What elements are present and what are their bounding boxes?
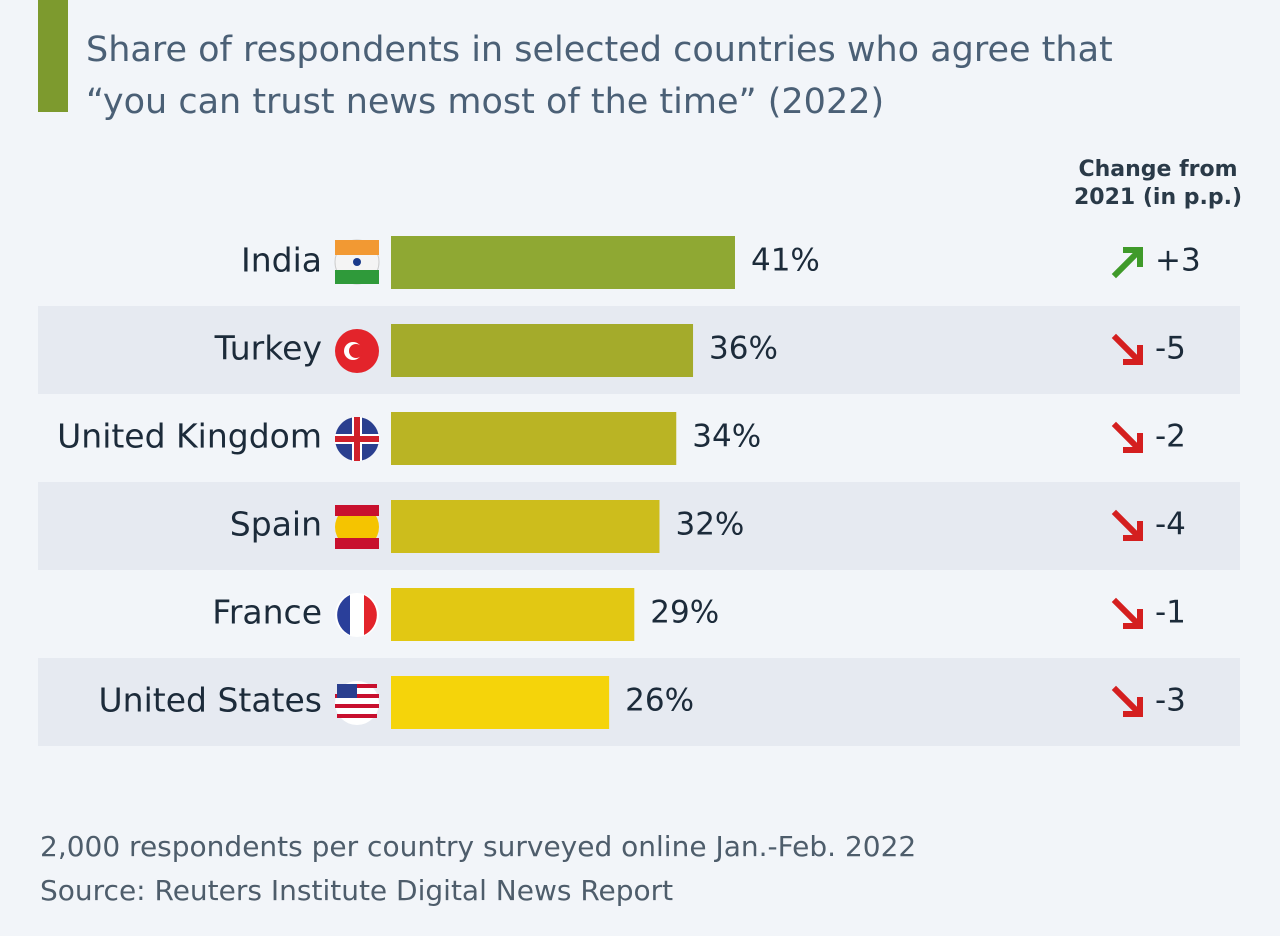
change-arrow — [1111, 333, 1143, 365]
category-label: United Kingdom — [57, 417, 322, 456]
value-label: 29% — [650, 595, 719, 631]
value-label: 34% — [692, 419, 761, 455]
change-header: Change from 2021 (in p.p.) — [1073, 157, 1243, 210]
bar — [391, 676, 610, 729]
category-label: Spain — [230, 505, 322, 544]
change-label: +3 — [1155, 243, 1201, 279]
value-label: 32% — [675, 507, 744, 543]
row-band — [38, 658, 1240, 746]
change-arrow — [1111, 421, 1143, 453]
source: Source: Reuters Institute Digital News R… — [40, 874, 674, 907]
change-label: -2 — [1155, 419, 1186, 455]
value-label: 36% — [709, 331, 778, 367]
change-label: -1 — [1155, 595, 1186, 631]
change-arrow — [1111, 247, 1143, 279]
category-label: France — [212, 593, 322, 632]
change-arrow — [1111, 685, 1143, 717]
note: 2,000 respondents per country surveyed o… — [40, 830, 917, 863]
category-label: Turkey — [214, 329, 322, 368]
bar — [391, 236, 735, 289]
accent-bar — [38, 0, 68, 112]
change-arrow — [1111, 509, 1143, 541]
change-label: -5 — [1155, 331, 1186, 367]
subtitle: Share of respondents in selected countri… — [86, 30, 1113, 122]
category-label: United States — [99, 681, 322, 720]
bar — [391, 500, 660, 553]
bar — [391, 412, 677, 465]
change-arrow — [1111, 597, 1143, 629]
change-label: -3 — [1155, 683, 1186, 719]
change-label: -4 — [1155, 507, 1186, 543]
value-label: 26% — [625, 683, 694, 719]
bar — [391, 324, 694, 377]
category-label: India — [241, 241, 322, 280]
flags — [334, 239, 380, 725]
value-label: 41% — [751, 243, 820, 279]
bar — [391, 588, 635, 641]
